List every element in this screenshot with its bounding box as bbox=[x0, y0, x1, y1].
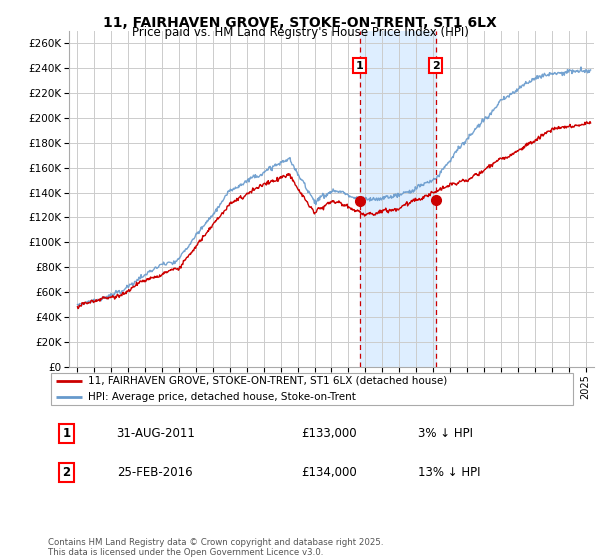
Text: Contains HM Land Registry data © Crown copyright and database right 2025.
This d: Contains HM Land Registry data © Crown c… bbox=[48, 538, 383, 557]
Text: 1: 1 bbox=[356, 60, 364, 71]
Text: HPI: Average price, detached house, Stoke-on-Trent: HPI: Average price, detached house, Stok… bbox=[88, 393, 355, 402]
Text: 2: 2 bbox=[62, 466, 71, 479]
Text: 25-FEB-2016: 25-FEB-2016 bbox=[116, 466, 192, 479]
Text: 1: 1 bbox=[62, 427, 71, 440]
Text: 2: 2 bbox=[432, 60, 440, 71]
Text: 31-AUG-2011: 31-AUG-2011 bbox=[116, 427, 196, 440]
Text: 11, FAIRHAVEN GROVE, STOKE-ON-TRENT, ST1 6LX (detached house): 11, FAIRHAVEN GROVE, STOKE-ON-TRENT, ST1… bbox=[88, 376, 447, 386]
Text: 11, FAIRHAVEN GROVE, STOKE-ON-TRENT, ST1 6LX: 11, FAIRHAVEN GROVE, STOKE-ON-TRENT, ST1… bbox=[103, 16, 497, 30]
Bar bbox=[360, 31, 436, 367]
Text: £133,000: £133,000 bbox=[301, 427, 357, 440]
FancyBboxPatch shape bbox=[50, 372, 574, 405]
Text: 3% ↓ HPI: 3% ↓ HPI bbox=[418, 427, 473, 440]
Text: £134,000: £134,000 bbox=[301, 466, 357, 479]
Text: 13% ↓ HPI: 13% ↓ HPI bbox=[418, 466, 480, 479]
Text: Price paid vs. HM Land Registry's House Price Index (HPI): Price paid vs. HM Land Registry's House … bbox=[131, 26, 469, 39]
